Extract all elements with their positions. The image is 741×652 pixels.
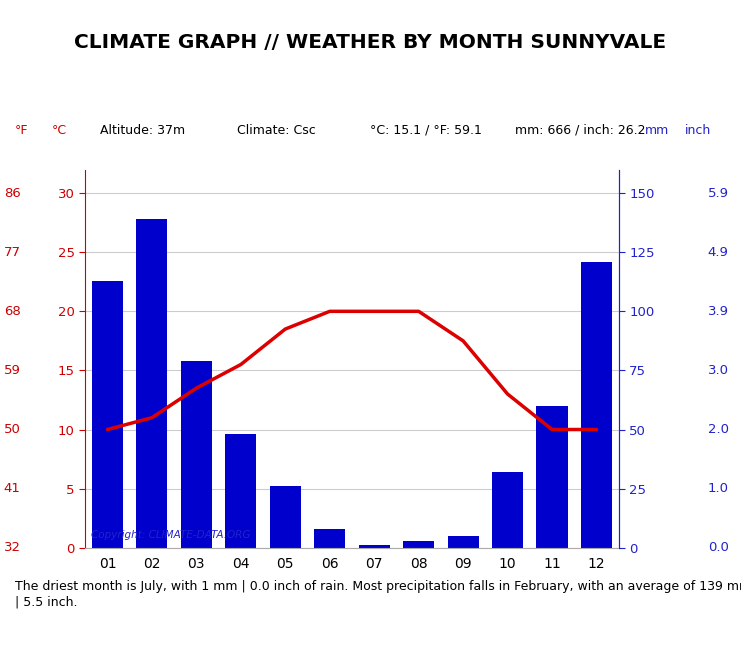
Bar bbox=[581, 261, 612, 548]
Bar bbox=[359, 545, 390, 548]
Text: mm: 666 / inch: 26.2: mm: 666 / inch: 26.2 bbox=[515, 124, 645, 137]
Text: 68: 68 bbox=[4, 305, 21, 318]
Text: °C: 15.1 / °F: 59.1: °C: 15.1 / °F: 59.1 bbox=[370, 124, 482, 137]
Text: 86: 86 bbox=[4, 186, 21, 200]
Text: Copyright: CLIMATE-DATA.ORG: Copyright: CLIMATE-DATA.ORG bbox=[90, 530, 250, 540]
Text: 3.9: 3.9 bbox=[708, 305, 728, 318]
Bar bbox=[314, 529, 345, 548]
Text: The driest month is July, with 1 mm | 0.0 inch of rain. Most precipitation falls: The driest month is July, with 1 mm | 0.… bbox=[15, 580, 741, 608]
Bar bbox=[136, 219, 167, 548]
Text: 0.0: 0.0 bbox=[708, 541, 728, 554]
Text: 1.0: 1.0 bbox=[708, 482, 728, 495]
Text: °F: °F bbox=[15, 124, 28, 137]
Bar bbox=[92, 280, 123, 548]
Text: inch: inch bbox=[685, 124, 711, 137]
Bar bbox=[448, 536, 479, 548]
Bar bbox=[225, 434, 256, 548]
Bar bbox=[492, 472, 523, 548]
Text: °C: °C bbox=[52, 124, 67, 137]
Text: 3.0: 3.0 bbox=[708, 364, 728, 377]
Bar bbox=[270, 486, 301, 548]
Text: Altitude: 37m: Altitude: 37m bbox=[100, 124, 185, 137]
Text: 77: 77 bbox=[4, 246, 21, 259]
Text: mm: mm bbox=[645, 124, 669, 137]
Text: 5.9: 5.9 bbox=[708, 186, 728, 200]
Text: 2.0: 2.0 bbox=[708, 423, 728, 436]
Text: 50: 50 bbox=[4, 423, 21, 436]
Text: 32: 32 bbox=[4, 541, 21, 554]
Text: CLIMATE GRAPH // WEATHER BY MONTH SUNNYVALE: CLIMATE GRAPH // WEATHER BY MONTH SUNNYV… bbox=[74, 33, 667, 52]
Bar bbox=[536, 406, 568, 548]
Bar bbox=[181, 361, 212, 548]
Text: 41: 41 bbox=[4, 482, 21, 495]
Text: 4.9: 4.9 bbox=[708, 246, 728, 259]
Bar bbox=[403, 541, 434, 548]
Text: 59: 59 bbox=[4, 364, 21, 377]
Text: Climate: Csc: Climate: Csc bbox=[237, 124, 316, 137]
